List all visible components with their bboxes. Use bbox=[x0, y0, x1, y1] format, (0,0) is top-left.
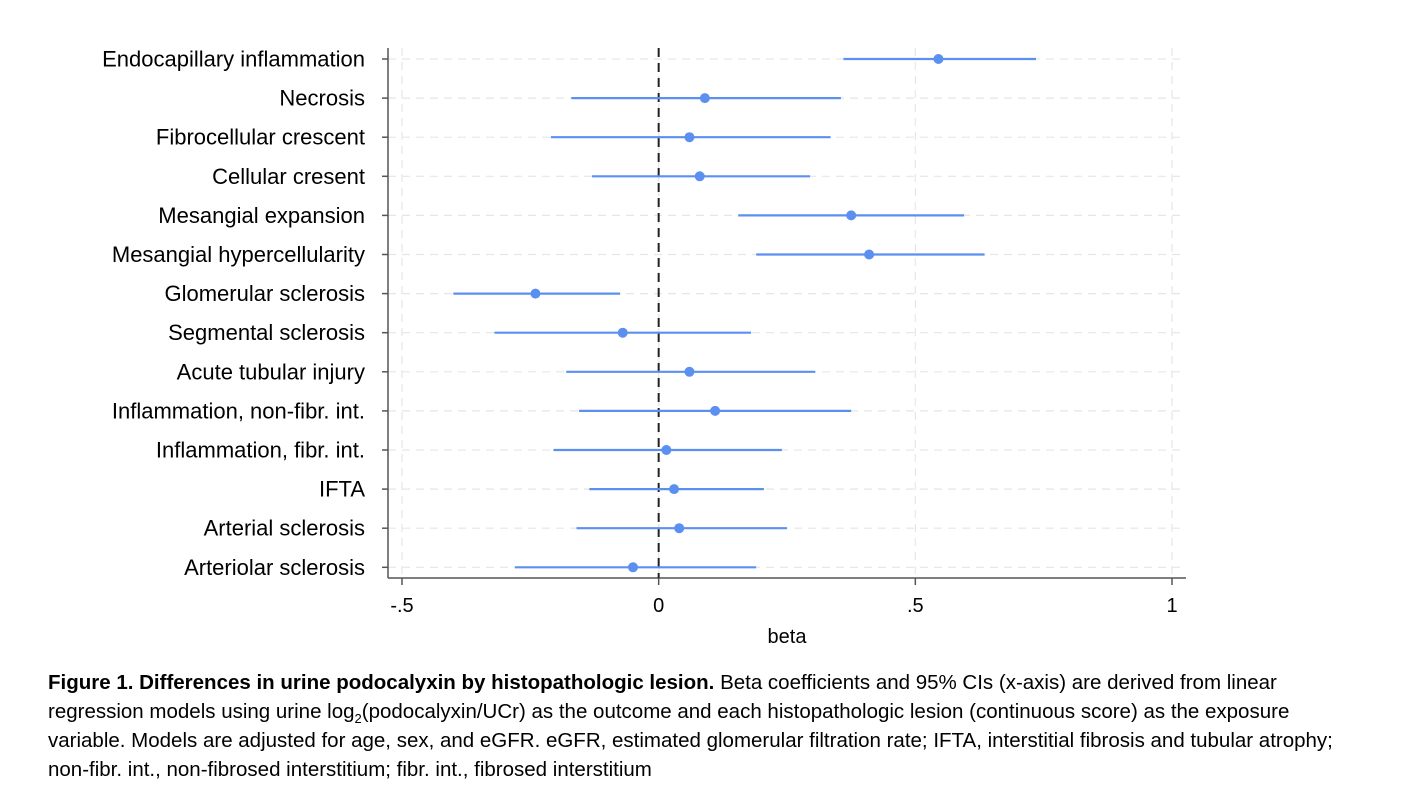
point-estimate-8 bbox=[684, 366, 695, 377]
y-tick-label-12: Arterial sclerosis bbox=[204, 516, 365, 541]
y-tick-label-6: Glomerular sclerosis bbox=[165, 281, 366, 306]
y-tick-label-8: Acute tubular injury bbox=[177, 359, 365, 384]
point-estimate-9 bbox=[710, 405, 721, 416]
y-tick-label-7: Segmental sclerosis bbox=[168, 320, 365, 345]
y-tick-label-1: Necrosis bbox=[279, 86, 365, 111]
point-estimate-7 bbox=[617, 327, 628, 338]
point-estimate-13 bbox=[628, 562, 638, 573]
caption-subscript: 2 bbox=[354, 711, 362, 727]
x-tick-label-0: -.5 bbox=[390, 595, 413, 617]
y-tick-label-9: Inflammation, non-fibr. int. bbox=[112, 398, 365, 423]
caption-text-1: Beta coefficients and 95% CIs (x-axis) a… bbox=[48, 671, 1277, 723]
grid-lines bbox=[388, 48, 1186, 578]
axes bbox=[382, 48, 1186, 585]
y-tick-label-4: Mesangial expansion bbox=[158, 203, 365, 228]
caption-text-2: (podocalyxin/UCr) as the outcome and eac… bbox=[48, 700, 1333, 781]
tick-labels: -.5 0 .5 1 Endocapillary inflammation Necrosi… bbox=[102, 47, 1177, 618]
point-estimate-11 bbox=[669, 484, 680, 495]
point-estimate-10 bbox=[661, 445, 672, 455]
point-estimate-12 bbox=[674, 523, 685, 534]
y-tick-label-2: Fibrocellular crescent bbox=[156, 125, 365, 150]
x-tick-label-2: .5 bbox=[907, 595, 924, 617]
x-tick-label-3: 1 bbox=[1166, 595, 1177, 617]
y-tick-label-11: IFTA bbox=[319, 477, 365, 502]
point-estimate-3 bbox=[694, 171, 705, 182]
figure-caption: Figure 1. Differences in urine podocalyx… bbox=[48, 668, 1368, 784]
x-axis-label: beta bbox=[768, 626, 808, 648]
data-marks bbox=[453, 54, 1036, 573]
x-tick-label-1: 0 bbox=[653, 595, 664, 617]
point-estimate-5 bbox=[864, 249, 875, 260]
y-tick-label-3: Cellular cresent bbox=[212, 164, 365, 189]
caption-title: Figure 1. Differences in urine podocalyx… bbox=[48, 671, 715, 694]
point-estimate-4 bbox=[846, 210, 857, 221]
y-tick-label-0: Endocapillary inflammation bbox=[102, 47, 365, 72]
forest-plot: -.5 0 .5 1 Endocapillary inflammation Necrosi… bbox=[102, 47, 1186, 648]
point-estimate-6 bbox=[530, 288, 541, 299]
point-estimate-0 bbox=[933, 54, 944, 64]
point-estimate-1 bbox=[699, 93, 710, 104]
y-tick-label-10: Inflammation, fibr. int. bbox=[156, 438, 365, 463]
y-tick-label-5: Mesangial hypercellularity bbox=[112, 242, 365, 267]
y-tick-label-13: Arteriolar sclerosis bbox=[184, 555, 365, 580]
point-estimate-2 bbox=[684, 132, 695, 143]
